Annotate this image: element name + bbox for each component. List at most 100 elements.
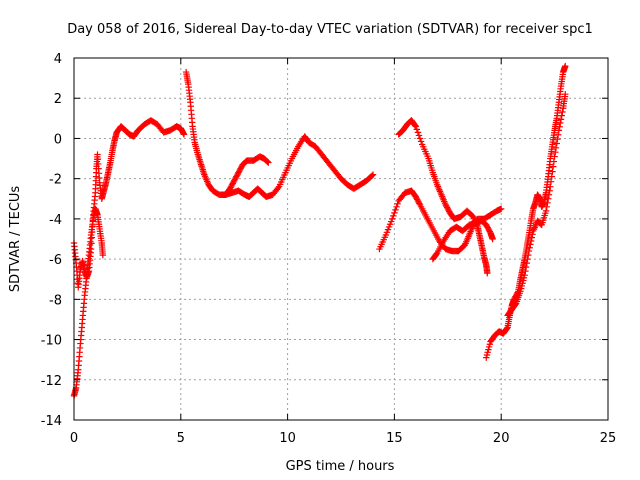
x-tick-label: 25 xyxy=(600,431,617,446)
data-point xyxy=(498,205,505,213)
data-point xyxy=(389,215,396,223)
series-arc-6 xyxy=(395,117,491,277)
x-tick-label: 0 xyxy=(70,431,78,446)
series-arc-9 xyxy=(504,91,569,319)
data-point xyxy=(525,247,533,255)
y-axis-label: SDTVAR / TECUs xyxy=(8,186,23,293)
y-tick-label: -10 xyxy=(41,334,62,349)
series-arc-7 xyxy=(429,217,496,263)
data-point xyxy=(557,116,565,123)
axis-ticks: 0 5 10 15 20 25 -14 -12 -10 -8 -6 -4 -2 0 2 4 xyxy=(41,52,617,446)
x-axis-label: GPS time / hours xyxy=(286,459,395,474)
data-point xyxy=(417,138,425,145)
data-point xyxy=(554,135,561,143)
data-point xyxy=(562,62,569,70)
x-tick-label: 5 xyxy=(177,431,185,446)
data-point xyxy=(522,263,530,271)
series-arc-1 xyxy=(70,205,107,400)
data-point xyxy=(368,172,376,179)
data-point xyxy=(521,272,528,279)
data-point xyxy=(414,129,422,136)
y-tick-label: -6 xyxy=(49,253,62,268)
data-point xyxy=(547,178,555,185)
data-point xyxy=(99,251,107,259)
data-point xyxy=(559,108,566,116)
data-point xyxy=(265,159,272,166)
data-point xyxy=(484,269,491,277)
data-point xyxy=(528,234,536,241)
data-point xyxy=(556,123,563,130)
data-point xyxy=(544,199,551,206)
data-point xyxy=(87,245,95,253)
x-tick-label: 10 xyxy=(279,431,296,446)
data-point xyxy=(527,237,535,245)
y-tick-label: 0 xyxy=(54,132,62,147)
data-point xyxy=(88,234,95,241)
data-point xyxy=(369,171,377,178)
data-point xyxy=(529,231,536,238)
data-point xyxy=(413,126,421,133)
y-tick-label: 2 xyxy=(54,92,62,107)
y-tick-label: 4 xyxy=(54,52,62,67)
y-tick-label: -12 xyxy=(41,374,62,389)
data-point xyxy=(545,191,553,198)
data-point xyxy=(264,158,271,166)
grid-lines xyxy=(74,58,608,420)
data-point xyxy=(393,203,400,211)
data-point xyxy=(551,153,558,160)
data-point xyxy=(553,140,560,147)
data-point xyxy=(274,184,282,192)
x-tick-label: 15 xyxy=(386,431,403,446)
data-point xyxy=(543,203,550,211)
series-arc-3 xyxy=(182,68,377,200)
data-point xyxy=(412,123,419,130)
data-point xyxy=(544,195,552,202)
data-point xyxy=(554,131,562,138)
data-point xyxy=(415,132,423,139)
data-point xyxy=(503,325,511,332)
data-point xyxy=(88,228,96,236)
data-point xyxy=(549,168,556,175)
y-tick-label: -14 xyxy=(41,414,62,429)
data-point xyxy=(88,240,95,247)
data-point xyxy=(391,209,398,217)
data-point xyxy=(416,200,423,207)
data-point xyxy=(512,301,519,308)
data-point xyxy=(411,122,419,129)
data-point xyxy=(550,158,558,165)
data-point xyxy=(549,163,557,170)
data-point xyxy=(552,148,559,156)
y-tick-label: -2 xyxy=(49,173,62,188)
data-point xyxy=(390,212,397,220)
data-point xyxy=(89,217,97,224)
data-point xyxy=(522,267,529,275)
series-arc-8 xyxy=(483,62,569,361)
data-point xyxy=(548,173,555,180)
data-point xyxy=(526,244,533,251)
data-point xyxy=(555,127,563,134)
data-point xyxy=(525,251,532,259)
data-point xyxy=(546,187,553,194)
chart-title: Day 058 of 2016, Sidereal Day-to-day VTE… xyxy=(67,22,593,37)
data-point xyxy=(552,144,560,152)
x-tick-label: 20 xyxy=(493,431,510,446)
data-series xyxy=(70,62,569,400)
data-point xyxy=(394,200,401,208)
series-arc-4 xyxy=(222,153,272,198)
data-point xyxy=(89,223,96,230)
data-point xyxy=(263,158,271,165)
data-point xyxy=(180,131,188,138)
data-point xyxy=(489,235,496,243)
data-point xyxy=(524,255,531,263)
data-point xyxy=(558,112,565,119)
data-point xyxy=(523,259,531,267)
data-point xyxy=(557,119,564,127)
data-point xyxy=(527,241,534,248)
data-point xyxy=(542,207,550,215)
series-arc-5 xyxy=(376,187,505,255)
data-point xyxy=(547,183,554,190)
plot-frame xyxy=(73,57,609,421)
y-tick-label: -8 xyxy=(49,293,62,308)
series-arc-2 xyxy=(70,117,188,291)
